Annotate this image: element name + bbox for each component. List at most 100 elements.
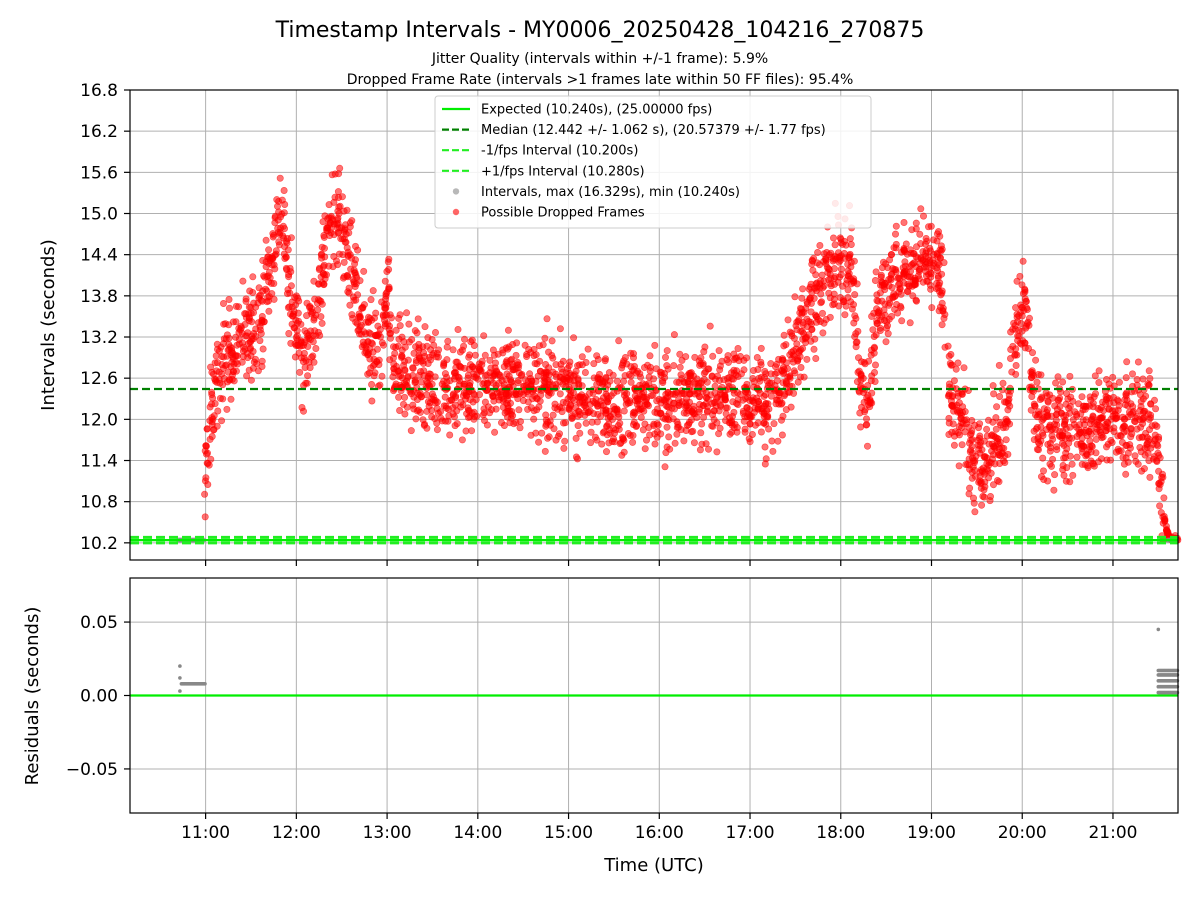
dropped-frame-point (757, 428, 765, 436)
dropped-frame-point (281, 255, 289, 263)
legend-item: Median (12.442 +/- 1.062 s), (20.57379 +… (442, 123, 826, 138)
dropped-frame-point (778, 399, 786, 407)
dropped-frame-point (787, 403, 795, 411)
dropped-frame-point (1092, 449, 1100, 457)
dropped-frame-point (415, 353, 423, 361)
dropped-frame-point (1058, 434, 1066, 442)
dropped-frame-point (1156, 502, 1164, 510)
dropped-frame-point (729, 398, 737, 406)
dropped-frame-point (599, 394, 607, 402)
dropped-frame-point (658, 377, 666, 385)
dropped-frame-point (405, 320, 413, 328)
dropped-frame-point (620, 407, 628, 415)
dropped-frame-point (810, 345, 818, 353)
dropped-frame-point (971, 508, 979, 516)
dropped-frame-point (1059, 378, 1067, 386)
dropped-frame-point (1152, 405, 1160, 413)
dropped-frame-point (602, 409, 610, 417)
dropped-frame-point (846, 250, 854, 258)
dropped-frame-point (716, 401, 724, 409)
dropped-frame-point (325, 214, 333, 222)
dropped-frame-point (825, 289, 833, 297)
dropped-frame-point (466, 351, 474, 359)
dropped-frame-point (435, 346, 443, 354)
dropped-frame-point (870, 344, 878, 352)
dropped-frame-point (301, 327, 309, 335)
x-tick-label: 16:00 (635, 823, 684, 843)
dropped-frame-point (673, 430, 681, 438)
dropped-frame-point (746, 414, 754, 422)
dropped-frame-point (1006, 354, 1014, 362)
dropped-frame-point (896, 302, 904, 310)
dropped-frame-point (663, 347, 671, 355)
dropped-frame-point (448, 396, 456, 404)
dropped-frame-point (369, 348, 377, 356)
dropped-frame-point (602, 448, 610, 456)
dropped-frame-point (604, 381, 612, 389)
dropped-frame-point (537, 391, 545, 399)
dropped-frame-point (1102, 400, 1110, 408)
dropped-frame-point (912, 243, 920, 251)
dropped-frame-point (1122, 390, 1130, 398)
dropped-frame-point (1087, 416, 1095, 424)
dropped-frame-point (516, 424, 524, 432)
dropped-frame-point (431, 328, 439, 336)
dropped-frame-point (704, 365, 712, 373)
dropped-frame-point (794, 357, 802, 365)
y-tick-label: 0.00 (80, 687, 118, 707)
dropped-frame-point (409, 364, 417, 372)
dropped-frame-point (591, 433, 599, 441)
dropped-frame-point (921, 240, 929, 248)
dropped-frame-point (411, 378, 419, 386)
dropped-frame-point (320, 271, 328, 279)
dropped-frame-point (1082, 402, 1090, 410)
dropped-frame-point (736, 352, 744, 360)
dropped-frame-point (891, 230, 899, 238)
dropped-frame-point (254, 367, 262, 375)
dropped-frame-point (486, 356, 494, 364)
dropped-frame-point (242, 297, 250, 305)
dropped-frame-point (395, 367, 403, 375)
dropped-frame-point (234, 352, 242, 360)
dropped-frame-point (256, 337, 264, 345)
dropped-frame-point (796, 373, 804, 381)
dropped-frame-point (582, 419, 590, 427)
dropped-frame-point (556, 403, 564, 411)
dropped-frame-point (443, 343, 451, 351)
dropped-frame-point (270, 231, 278, 239)
dropped-frame-point (423, 407, 431, 415)
dropped-frame-point (1021, 285, 1029, 293)
dropped-frame-point (1110, 399, 1118, 407)
dropped-frame-point (265, 307, 273, 315)
dropped-frame-point (243, 372, 251, 380)
dropped-frame-point (728, 375, 736, 383)
dropped-frame-point (780, 342, 788, 350)
dropped-frame-point (844, 286, 852, 294)
dropped-frame-point (480, 332, 488, 340)
dropped-frame-point (822, 257, 830, 265)
y-tick-label: 10.2 (80, 534, 118, 554)
dropped-frame-point (336, 202, 344, 210)
dropped-frame-point (497, 419, 505, 427)
dropped-frame-point (358, 304, 366, 312)
dropped-frame-point (1105, 405, 1113, 413)
dropped-frame-point (740, 366, 748, 374)
dropped-frame-point (990, 390, 998, 398)
dropped-frame-point (790, 367, 798, 375)
dropped-frame-point (886, 256, 894, 264)
dropped-frame-point (1145, 367, 1153, 375)
dropped-frame-point (983, 459, 991, 467)
dropped-frame-point (1102, 420, 1110, 428)
dropped-frame-point (262, 236, 270, 244)
dropped-frame-point (751, 404, 759, 412)
dropped-frame-point (413, 329, 421, 337)
dropped-frame-point (629, 438, 637, 446)
dropped-frame-point (248, 318, 256, 326)
dropped-frame-point (620, 377, 628, 385)
dropped-frame-point (808, 256, 816, 264)
dropped-frame-point (850, 279, 858, 287)
dropped-frame-point (878, 297, 886, 305)
x-tick-label: 18:00 (816, 823, 865, 843)
dropped-frame-point (211, 400, 219, 408)
